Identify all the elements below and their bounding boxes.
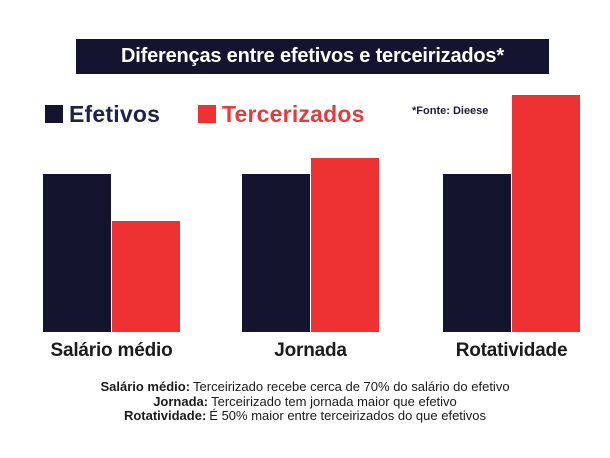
footer-term: Jornada: (153, 393, 209, 409)
bar-group-salario-medio (43, 174, 180, 332)
category-label-jornada: Jornada (274, 340, 347, 361)
bar-efetivos-rotatividade (443, 174, 511, 332)
efetivos-color-swatch-icon (45, 105, 63, 123)
bar-group-jornada (242, 158, 379, 332)
category-label-rotatividade: Rotatividade (455, 340, 568, 361)
footer-desc: Terceirizado recebe cerca de 70% do salá… (193, 379, 510, 394)
bar-tercerizados-rotatividade (512, 95, 580, 332)
footer-desc: Terceirizado tem jornada maior que efeti… (211, 393, 457, 409)
footer-notes: Salário médio: Terceirizado recebe cerca … (0, 379, 610, 424)
legend-item-tercerizados: Tercerizados (198, 100, 365, 127)
footer-term: Salário médio: (100, 379, 191, 394)
tercerizados-color-swatch-icon (198, 105, 216, 123)
footer-line-salario-medio: Salário médio: Terceirizado recebe cerca … (0, 379, 610, 395)
category-label-salario-medio: Salário médio (50, 340, 173, 361)
bar-group-rotatividade (443, 95, 580, 332)
source-note: *Fonte: Dieese (412, 105, 489, 117)
bar-efetivos-salario-medio (43, 174, 111, 332)
bar-tercerizados-jornada (311, 158, 379, 332)
footer-line-jornada: Jornada: Terceirizado tem jornada maior q… (0, 393, 610, 410)
legend-label-tercerizados: Tercerizados (222, 100, 365, 127)
footer-line-rotatividade: Rotatividade: É 50% maior entre terceiriz… (0, 408, 610, 424)
footer-desc: É 50% maior entre terceirizados do que e… (209, 408, 487, 423)
bar-tercerizados-salario-medio (112, 221, 180, 332)
legend-item-efetivos: Efetivos (45, 100, 161, 127)
bar-efetivos-jornada (242, 174, 310, 332)
title-banner: Diferenças entre efetivos e terceirizado… (76, 39, 549, 74)
chart-title: Diferenças entre efetivos e terceirizado… (121, 45, 504, 67)
footer-term: Rotatividade: (123, 408, 207, 423)
legend-label-efetivos: Efetivos (69, 100, 161, 127)
